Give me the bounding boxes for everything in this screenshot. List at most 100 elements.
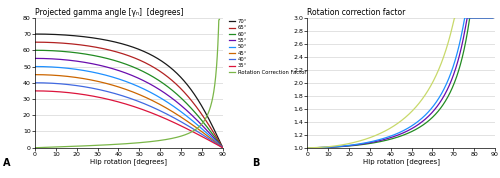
65° [142,62,148,64]
40° [157,110,163,112]
RCF cos (50°) [352,143,358,146]
35° [65,91,71,94]
65° [117,52,123,54]
70° [65,34,71,36]
RCF [352,141,358,143]
RCF cos (60°) [337,146,343,148]
50° [80,69,86,71]
RCF cos (60°) [414,128,420,130]
Rotation Correction Factor [48,146,54,148]
RCF cos (50°) [444,82,450,84]
55° [117,70,123,72]
RCF cos (50°) [304,147,310,149]
RCF cos (55°) [304,147,310,149]
40° [80,85,86,88]
RCF [452,17,458,19]
60° [142,72,148,74]
55° [142,81,148,83]
55° [80,61,86,63]
60° [32,49,38,51]
40° [173,118,179,120]
60° [220,146,226,148]
40° [117,94,123,96]
50° [65,67,71,69]
70° [173,72,179,74]
70° [157,59,163,61]
RCF cos (55°) [337,145,343,148]
45° [117,86,123,88]
35° [220,146,226,149]
70° [80,36,86,38]
50° [157,97,163,99]
RCF cos (60°) [467,17,473,19]
Line: 70°: 70° [35,34,222,147]
RCF cos (60°) [428,117,434,120]
Text: Rotation correction factor: Rotation correction factor [307,8,406,17]
RCF cos (50°) [428,108,434,110]
35° [142,109,148,112]
50° [173,107,179,109]
60° [173,93,179,95]
RCF [447,36,453,38]
70° [32,33,38,35]
Text: Projected gamma angle [γₙ]  [degrees]: Projected gamma angle [γₙ] [degrees] [35,8,184,17]
70° [117,42,123,44]
Rotation Correction Factor [216,18,222,20]
RCF cos (50°) [414,121,420,124]
35° [80,93,86,96]
Line: RCF cos (50°): RCF cos (50°) [308,18,493,148]
Legend: 70°, 65°, 60°, 55°, 50°, 45°, 40°, 35°, Rotation Correction Factor: 70°, 65°, 60°, 55°, 50°, 45°, 40°, 35°, … [229,19,306,75]
35° [117,101,123,103]
RCF cos (55°) [464,17,470,19]
Line: 50°: 50° [35,67,222,148]
RCF cos (55°) [490,17,496,19]
40° [142,103,148,105]
60° [65,51,71,53]
Rotation Correction Factor [168,138,174,140]
60° [80,53,86,55]
Rotation Correction Factor [160,139,166,141]
45° [173,113,179,115]
X-axis label: Hip rotation [degrees]: Hip rotation [degrees] [90,158,168,165]
Line: 35°: 35° [35,91,222,148]
RCF [402,116,408,119]
60° [117,61,123,63]
RCF cos (50°) [337,145,343,147]
RCF cos (55°) [414,125,420,127]
RCF cos (60°) [444,97,450,99]
Line: Rotation Correction Factor: Rotation Correction Factor [35,19,220,148]
45° [65,75,71,78]
RCF [370,135,376,137]
Line: 45°: 45° [35,75,222,148]
65° [65,43,71,45]
45° [32,74,38,76]
RCF cos (60°) [388,138,394,140]
50° [117,78,123,80]
Rotation Correction Factor [216,18,222,20]
45° [220,146,226,149]
Line: RCF cos (55°): RCF cos (55°) [308,18,493,148]
RCF [416,102,422,104]
RCF [304,147,310,149]
X-axis label: Hip rotation [degrees]: Hip rotation [degrees] [362,158,440,165]
35° [173,122,179,125]
50° [220,146,226,149]
RCF cos (60°) [352,144,358,146]
70° [142,51,148,53]
65° [173,83,179,85]
Line: 55°: 55° [35,58,222,148]
65° [80,44,86,46]
RCF cos (55°) [388,136,394,138]
RCF cos (55°) [428,112,434,114]
Rotation Correction Factor [40,146,46,148]
35° [157,115,163,117]
65° [220,146,226,148]
RCF cos (60°) [304,147,310,149]
Line: RCF cos (60°): RCF cos (60°) [308,18,493,148]
40° [220,146,226,149]
55° [32,57,38,59]
40° [32,82,38,84]
55° [157,89,163,91]
35° [32,90,38,92]
60° [157,80,163,82]
